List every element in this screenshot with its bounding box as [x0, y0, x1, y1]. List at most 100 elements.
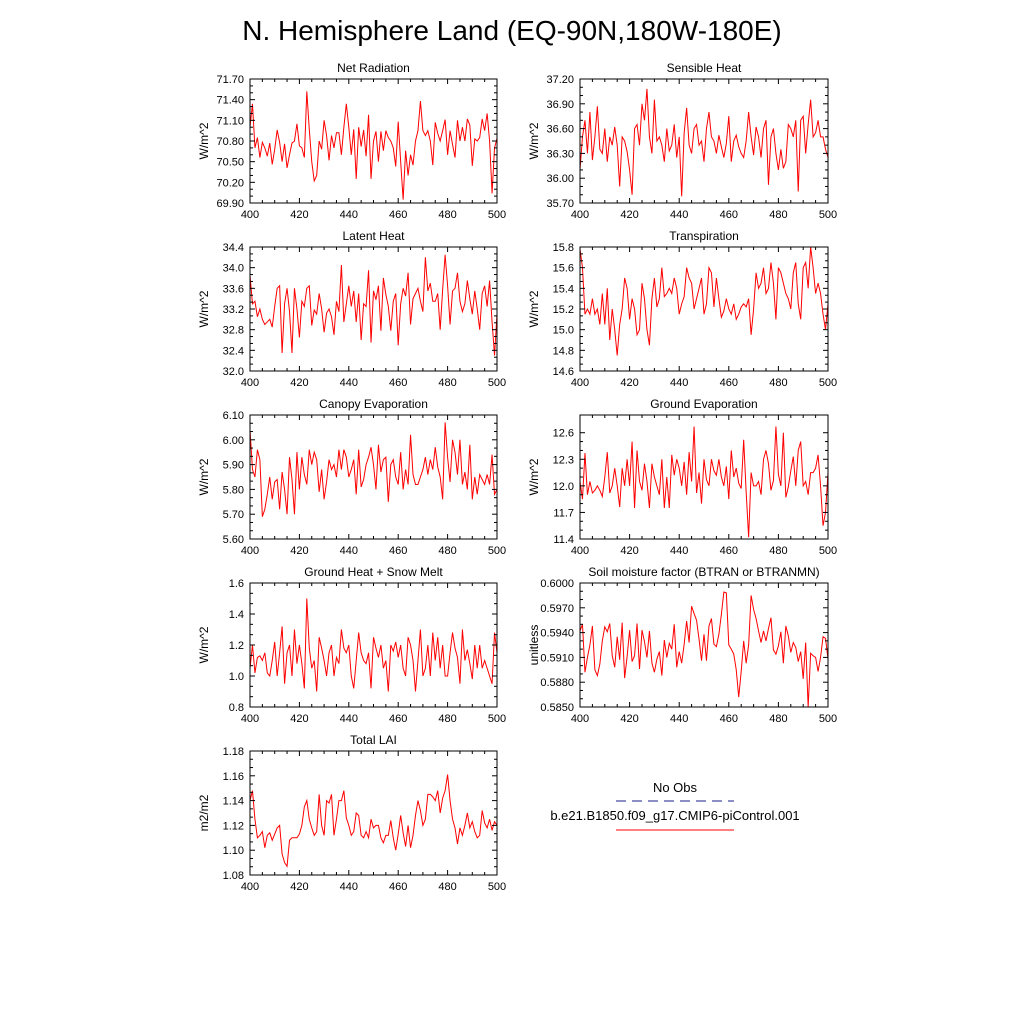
panel-title: Sensible Heat: [667, 61, 742, 75]
y-tick-label: 71.10: [216, 115, 244, 127]
panel-ground-heat-snow-melt: 400 420 440 460 480 500 0.8 1.0 1.2 1.4 1.6 Ground …: [197, 565, 506, 725]
y-tick-label: 36.60: [546, 124, 574, 136]
y-tick-label: 71.70: [216, 74, 244, 86]
panel-title: Soil moisture factor (BTRAN or BTRANMN): [588, 565, 819, 579]
x-tick-label: 480: [438, 545, 456, 557]
series-line-latent-heat: [249, 254, 498, 356]
y-tick-label: 1.10: [223, 845, 244, 857]
x-tick-label: 460: [389, 881, 407, 893]
y-axis-label: W/m^2: [197, 122, 211, 159]
y-tick-label: 6.10: [223, 410, 244, 422]
x-tick-label: 500: [488, 881, 506, 893]
y-tick-label: 37.20: [546, 74, 574, 86]
series-line-soil-moisture-factor-btran-or-btranmn: [579, 591, 829, 708]
x-tick-label: 420: [620, 209, 638, 221]
series-line-canopy-evaporation: [249, 422, 498, 517]
legend: No Obs b.e21.B1850.f09_g17.CMIP6-piContr…: [550, 780, 800, 831]
x-tick-label: 400: [571, 545, 589, 557]
y-tick-label: 12.6: [553, 428, 574, 440]
y-tick-label: 15.8: [553, 242, 574, 254]
legend-label-model-run: b.e21.B1850.f09_g17.CMIP6-piControl.001: [550, 808, 799, 823]
x-tick-label: 480: [769, 713, 787, 725]
panel-title: Net Radiation: [337, 61, 410, 75]
x-tick-label: 420: [290, 209, 308, 221]
x-tick-label: 440: [670, 713, 688, 725]
x-tick-label: 500: [819, 209, 837, 221]
y-tick-label: 1.16: [223, 771, 244, 783]
y-tick-label: 35.70: [546, 198, 574, 210]
panel-transpiration: 400 420 440 460 480 500 14.6 14.8 15.0 15.2 15.4 15…: [527, 229, 837, 389]
panel-sensible-heat: 400 420 440 460 480 500 35.70 36.00 36.30 36.60 36…: [527, 61, 837, 221]
panel-ground-evaporation: 400 420 440 460 480 500 11.4 11.7 12.0 12.3 12.6 Gr…: [527, 397, 837, 557]
x-tick-label: 440: [670, 209, 688, 221]
y-tick-label: 0.5850: [540, 702, 574, 714]
x-tick-label: 460: [720, 545, 738, 557]
y-tick-label: 14.6: [553, 366, 574, 378]
y-axis-label: m2/m2: [197, 794, 211, 831]
x-tick-label: 500: [488, 209, 506, 221]
x-tick-label: 500: [488, 713, 506, 725]
x-tick-label: 420: [290, 545, 308, 557]
panel-canopy-evaporation: 400 420 440 460 480 500 5.60 5.70 5.80 5.90 6.00 6.…: [197, 397, 506, 557]
y-tick-label: 34.4: [223, 242, 244, 254]
x-tick-label: 480: [438, 377, 456, 389]
panel-net-radiation: 400 420 440 460 480 500 69.90 70.20 70.50 70.80 71…: [197, 61, 506, 221]
x-tick-label: 420: [620, 545, 638, 557]
y-tick-label: 1.08: [223, 870, 244, 882]
x-tick-label: 500: [819, 377, 837, 389]
panel-soil-moisture-factor-btran-or-btranmn: 400 420 440 460 480 500 0.5850 0.5880 0.5910 0.59…: [527, 565, 837, 725]
x-tick-label: 420: [620, 713, 638, 725]
y-tick-label: 32.4: [223, 345, 244, 357]
panel-title: Transpiration: [669, 229, 739, 243]
x-tick-label: 500: [488, 377, 506, 389]
panel-title: Ground Evaporation: [650, 397, 757, 411]
series-line-sensible-heat: [579, 88, 829, 197]
y-tick-label: 0.5940: [540, 628, 574, 640]
y-tick-label: 0.6000: [540, 578, 574, 590]
panel-total-lai: 400 420 440 460 480 500 1.08 1.10 1.12 1.14 1.16 1.…: [197, 733, 506, 893]
panels: 400 420 440 460 480 500 69.90 70.20 70.50 70.80 71…: [197, 61, 837, 893]
y-tick-label: 33.2: [223, 304, 244, 316]
y-tick-label: 15.2: [553, 304, 574, 316]
y-tick-label: 5.80: [223, 484, 244, 496]
y-tick-label: 0.5880: [540, 677, 574, 689]
x-tick-label: 460: [389, 209, 407, 221]
series-line-ground-evaporation: [579, 426, 829, 538]
x-tick-label: 420: [290, 713, 308, 725]
y-tick-label: 15.6: [553, 263, 574, 275]
y-axis-label: W/m^2: [197, 626, 211, 663]
x-tick-label: 420: [290, 881, 308, 893]
y-tick-label: 0.5970: [540, 603, 574, 615]
y-tick-label: 33.6: [223, 283, 244, 295]
series-line-transpiration: [579, 246, 829, 356]
x-tick-label: 440: [670, 545, 688, 557]
x-tick-label: 440: [340, 377, 358, 389]
x-tick-label: 480: [438, 881, 456, 893]
x-tick-label: 420: [290, 377, 308, 389]
x-tick-label: 460: [720, 377, 738, 389]
x-tick-label: 400: [241, 377, 259, 389]
y-tick-label: 5.90: [223, 460, 244, 472]
x-tick-label: 420: [620, 377, 638, 389]
x-tick-label: 440: [340, 209, 358, 221]
y-axis-label: W/m^2: [527, 458, 541, 495]
y-tick-label: 36.90: [546, 99, 574, 111]
y-tick-label: 1.2: [229, 640, 244, 652]
x-tick-label: 480: [769, 377, 787, 389]
series-line-total-lai: [249, 774, 498, 868]
x-tick-label: 460: [389, 377, 407, 389]
y-tick-label: 1.12: [223, 820, 244, 832]
y-tick-label: 1.0: [229, 671, 244, 683]
x-tick-label: 480: [769, 545, 787, 557]
y-tick-label: 11.4: [553, 534, 574, 546]
x-tick-label: 440: [340, 881, 358, 893]
x-tick-label: 400: [241, 545, 259, 557]
y-tick-label: 1.18: [223, 746, 244, 758]
legend-label-no-obs: No Obs: [653, 780, 698, 795]
x-tick-label: 500: [488, 545, 506, 557]
plot-frame: [249, 246, 498, 372]
y-tick-label: 70.80: [216, 136, 244, 148]
x-tick-label: 400: [241, 713, 259, 725]
x-tick-label: 440: [670, 377, 688, 389]
